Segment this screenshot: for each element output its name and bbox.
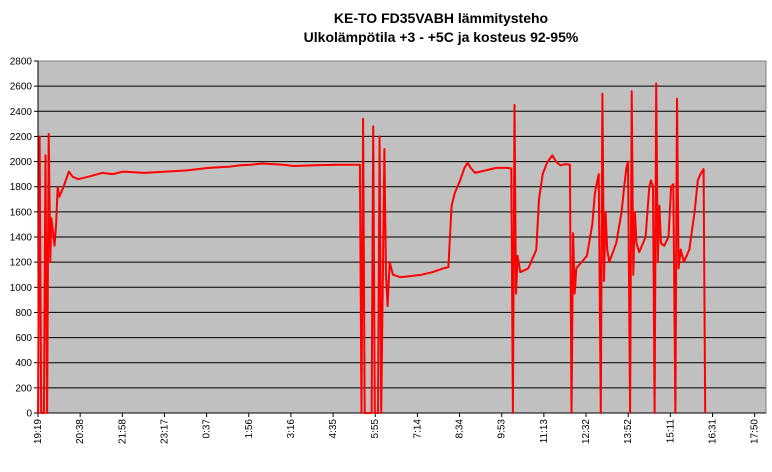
y-tick-label: 2000 [10,157,33,168]
x-tick-label: 20:38 [75,419,86,444]
chart-subtitle: Ulkolämpötila +3 - +5C ja kosteus 92-95% [303,29,579,45]
y-tick-label: 200 [15,383,32,394]
y-tick-label: 2400 [10,107,33,118]
x-tick-label: 13:52 [623,419,634,444]
y-tick-label: 600 [15,333,32,344]
y-tick-label: 1600 [10,207,33,218]
y-tick-label: 1200 [10,258,33,269]
x-tick-label: 3:16 [286,419,297,439]
y-tick-label: 400 [15,358,32,369]
x-tick-label: 9:53 [497,419,508,439]
x-tick-label: 17:50 [750,419,761,444]
series-group [37,82,707,414]
gridlines [38,60,766,414]
x-tick-label: 15:11 [665,419,676,444]
x-tick-label: 23:17 [159,419,170,444]
y-axis-ticks: 0 200 400 600 800 1000 1200 1400 1600 1800 2000 220… [10,57,38,420]
y-tick-label: 2600 [10,82,33,93]
x-tick-label: 16:31 [707,419,718,444]
series-line [37,82,707,414]
y-tick-label: 2200 [10,132,33,143]
x-tick-label: 7:14 [412,419,423,439]
x-tick-label: 5:55 [370,419,381,439]
x-tick-label: 12:32 [581,419,592,444]
x-axis-ticks: 19:19 20:38 21:58 23:17 0:37 1:56 3:16 4:35 5:55… [33,413,761,444]
x-tick-label: 4:35 [328,419,339,439]
x-tick-label: 11:13 [539,419,550,444]
x-tick-label: 8:34 [455,419,466,439]
y-tick-label: 0 [26,409,32,420]
chart-title: KE-TO FD35VABH lämmitysteho [333,10,549,26]
x-tick-label: 21:58 [117,419,128,444]
y-tick-label: 2800 [10,57,33,68]
x-tick-label: 1:56 [244,419,255,439]
y-tick-label: 1800 [10,182,33,193]
y-tick-label: 1400 [10,233,33,244]
y-tick-label: 800 [15,308,32,319]
y-tick-label: 1000 [10,283,33,294]
x-tick-label: 0:37 [202,419,213,439]
x-tick-label: 19:19 [33,419,44,444]
